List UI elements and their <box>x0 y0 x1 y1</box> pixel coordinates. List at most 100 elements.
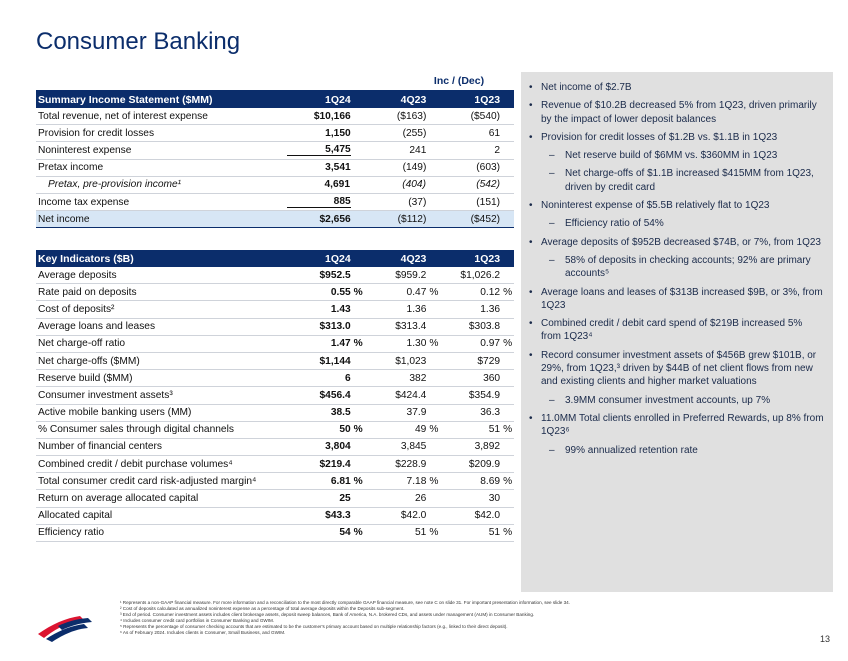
unit-4q23: % <box>429 338 439 350</box>
table-row: Reserve build ($MM) 6 382 360 <box>36 370 514 388</box>
table-row: Active mobile banking users (MM) 38.5 37.9… <box>36 405 514 422</box>
row-label: Rate paid on deposits <box>38 286 137 298</box>
commentary-sub-bullet: Net charge-offs of $1.1B increased $415M… <box>521 167 825 194</box>
row-label: Return on average allocated capital <box>38 493 199 505</box>
row-label: Total consumer credit card risk-adjusted… <box>38 475 257 487</box>
table-row: % Consumer sales through digital channel… <box>36 422 514 439</box>
value-1q24: $1,144 <box>319 355 351 367</box>
table-row: Pretax, pre-provision income¹ 4,691 (404) (… <box>36 177 514 194</box>
summary-header-row: Summary Income Statement ($MM) 1Q24 4Q23… <box>36 91 514 108</box>
footnote: ² Cost of deposits calculated as annuali… <box>120 605 405 611</box>
row-label: Average loans and leases <box>38 321 156 333</box>
row-label: Active mobile banking users (MM) <box>38 407 192 419</box>
inc-dec-header: Inc / (Dec) <box>36 72 514 91</box>
unit-4q23: % <box>429 286 439 298</box>
row-label: Pretax, pre-provision income¹ <box>48 179 182 191</box>
value-4q23: 3,845 <box>400 441 427 453</box>
value-4q23: (404) <box>402 179 426 191</box>
value-1q24: 6 <box>345 372 351 384</box>
col-1q23: 1Q23 <box>474 93 501 106</box>
value-4q23: (37) <box>408 196 427 208</box>
commentary-bullet: Combined credit / debit card spend of $2… <box>521 317 825 344</box>
col-1q24: 1Q24 <box>324 93 351 106</box>
col-1q23: 1Q23 <box>474 252 501 265</box>
value-1q23: $1,026.2 <box>460 269 501 281</box>
page-title: Consumer Banking <box>36 28 241 55</box>
value-4q23: 382 <box>409 372 427 384</box>
commentary-sub-bullet: 3.9MM consumer investment accounts, up 7… <box>521 394 825 408</box>
value-1q24: $2,656 <box>319 213 351 225</box>
value-1q23: $209.9 <box>468 458 501 470</box>
value-1q24: $952.5 <box>319 269 351 281</box>
table-row: Net charge-off ratio 1.47% 1.30% 0.97% <box>36 336 514 353</box>
value-1q23: (603) <box>476 162 501 174</box>
unit-1q24: % <box>353 338 363 350</box>
bank-flag-logo <box>38 616 92 642</box>
row-label: Number of financial centers <box>38 441 163 453</box>
table-row: Total revenue, net of interest expense $1… <box>36 108 514 126</box>
value-1q23: 0.97 <box>480 338 501 350</box>
table-row: Pretax income 3,541 (149) (603) <box>36 160 514 177</box>
value-1q23: ($540) <box>470 110 501 122</box>
summary-income-table: Inc / (Dec) Summary Income Statement ($M… <box>36 72 514 229</box>
value-1q23: (151) <box>476 196 501 208</box>
row-label: Net income <box>38 213 90 225</box>
value-1q24: 1.47 <box>330 338 351 350</box>
commentary-sub-bullet: 58% of deposits in checking accounts; 92… <box>521 254 825 281</box>
value-1q23: $42.0 <box>474 510 501 522</box>
footnote: ⁴ Includes consumer credit card portfoli… <box>120 617 275 623</box>
value-1q23: 30 <box>488 493 501 505</box>
value-1q23: 61 <box>488 127 501 139</box>
table-row: Income tax expense 885 (37) (151) <box>36 194 514 212</box>
table-row: Cost of deposits² 1.43 1.36 1.36 <box>36 301 514 319</box>
row-label: Combined credit / debit purchase volumes… <box>38 458 233 470</box>
value-1q24: 54 <box>339 527 351 539</box>
value-4q23: $228.9 <box>395 458 427 470</box>
value-1q24: 3,804 <box>325 441 351 453</box>
value-1q23: $303.8 <box>468 321 501 333</box>
value-1q23: ($452) <box>470 213 501 225</box>
value-4q23: (255) <box>402 127 427 139</box>
table-row: Average deposits $952.5 $959.2 $1,026.2 <box>36 267 514 285</box>
footnote: ⁶ As of February 2024. Includes clients … <box>120 629 286 635</box>
table-row: Net charge-offs ($MM) $1,144 $1,023 $729 <box>36 353 514 371</box>
value-1q24: $10,166 <box>313 110 351 122</box>
unit-1q23: % <box>503 338 513 350</box>
table-row: Noninterest expense 5,475 241 2 <box>36 142 514 160</box>
table-row: Combined credit / debit purchase volumes… <box>36 456 514 474</box>
value-4q23: 0.47 <box>406 286 427 298</box>
value-1q24: 885 <box>286 196 351 209</box>
col-4q23: 4Q23 <box>400 93 427 106</box>
commentary-sub-bullet: Efficiency ratio of 54% <box>521 217 825 231</box>
unit-1q23: % <box>503 527 513 539</box>
value-1q23: 51 <box>488 424 501 436</box>
commentary-list: Net income of $2.7B Revenue of $10.2B dec… <box>521 72 833 457</box>
commentary-panel: Net income of $2.7B Revenue of $10.2B dec… <box>521 72 833 592</box>
footnotes: ¹ Represents a non-GAAP financial measur… <box>120 600 810 636</box>
unit-1q24: % <box>353 424 363 436</box>
value-1q24: $43.3 <box>325 510 351 522</box>
value-1q23: 51 <box>488 527 501 539</box>
inc-dec-label: Inc / (Dec) <box>433 75 485 87</box>
unit-1q23: % <box>503 424 513 436</box>
value-1q23: 3,892 <box>474 441 501 453</box>
table-row: Number of financial centers 3,804 3,845 3,8… <box>36 439 514 457</box>
value-1q23: 1.36 <box>480 303 501 315</box>
value-1q23: 8.69 <box>480 475 501 487</box>
value-1q23: 2 <box>494 144 501 156</box>
table-row: Average loans and leases $313.0 $313.4 $303… <box>36 319 514 336</box>
value-1q23: 360 <box>483 372 501 384</box>
row-label: Reserve build ($MM) <box>38 372 133 384</box>
indicators-header-title: Key Indicators ($B) <box>38 252 134 265</box>
value-1q23: (542) <box>476 179 500 191</box>
value-1q24: 1.43 <box>330 303 351 315</box>
value-1q23: $729 <box>477 355 501 367</box>
unit-1q23: % <box>503 475 513 487</box>
row-label: Average deposits <box>38 269 117 281</box>
commentary-bullet: Average deposits of $952B decreased $74B… <box>521 236 825 250</box>
commentary-bullet: Revenue of $10.2B decreased 5% from 1Q23… <box>521 99 825 126</box>
page-number: 13 <box>820 634 831 644</box>
unit-1q24: % <box>353 286 363 298</box>
table-row: Allocated capital $43.3 $42.0 $42.0 <box>36 508 514 525</box>
value-1q24: 5,475 <box>286 144 351 157</box>
